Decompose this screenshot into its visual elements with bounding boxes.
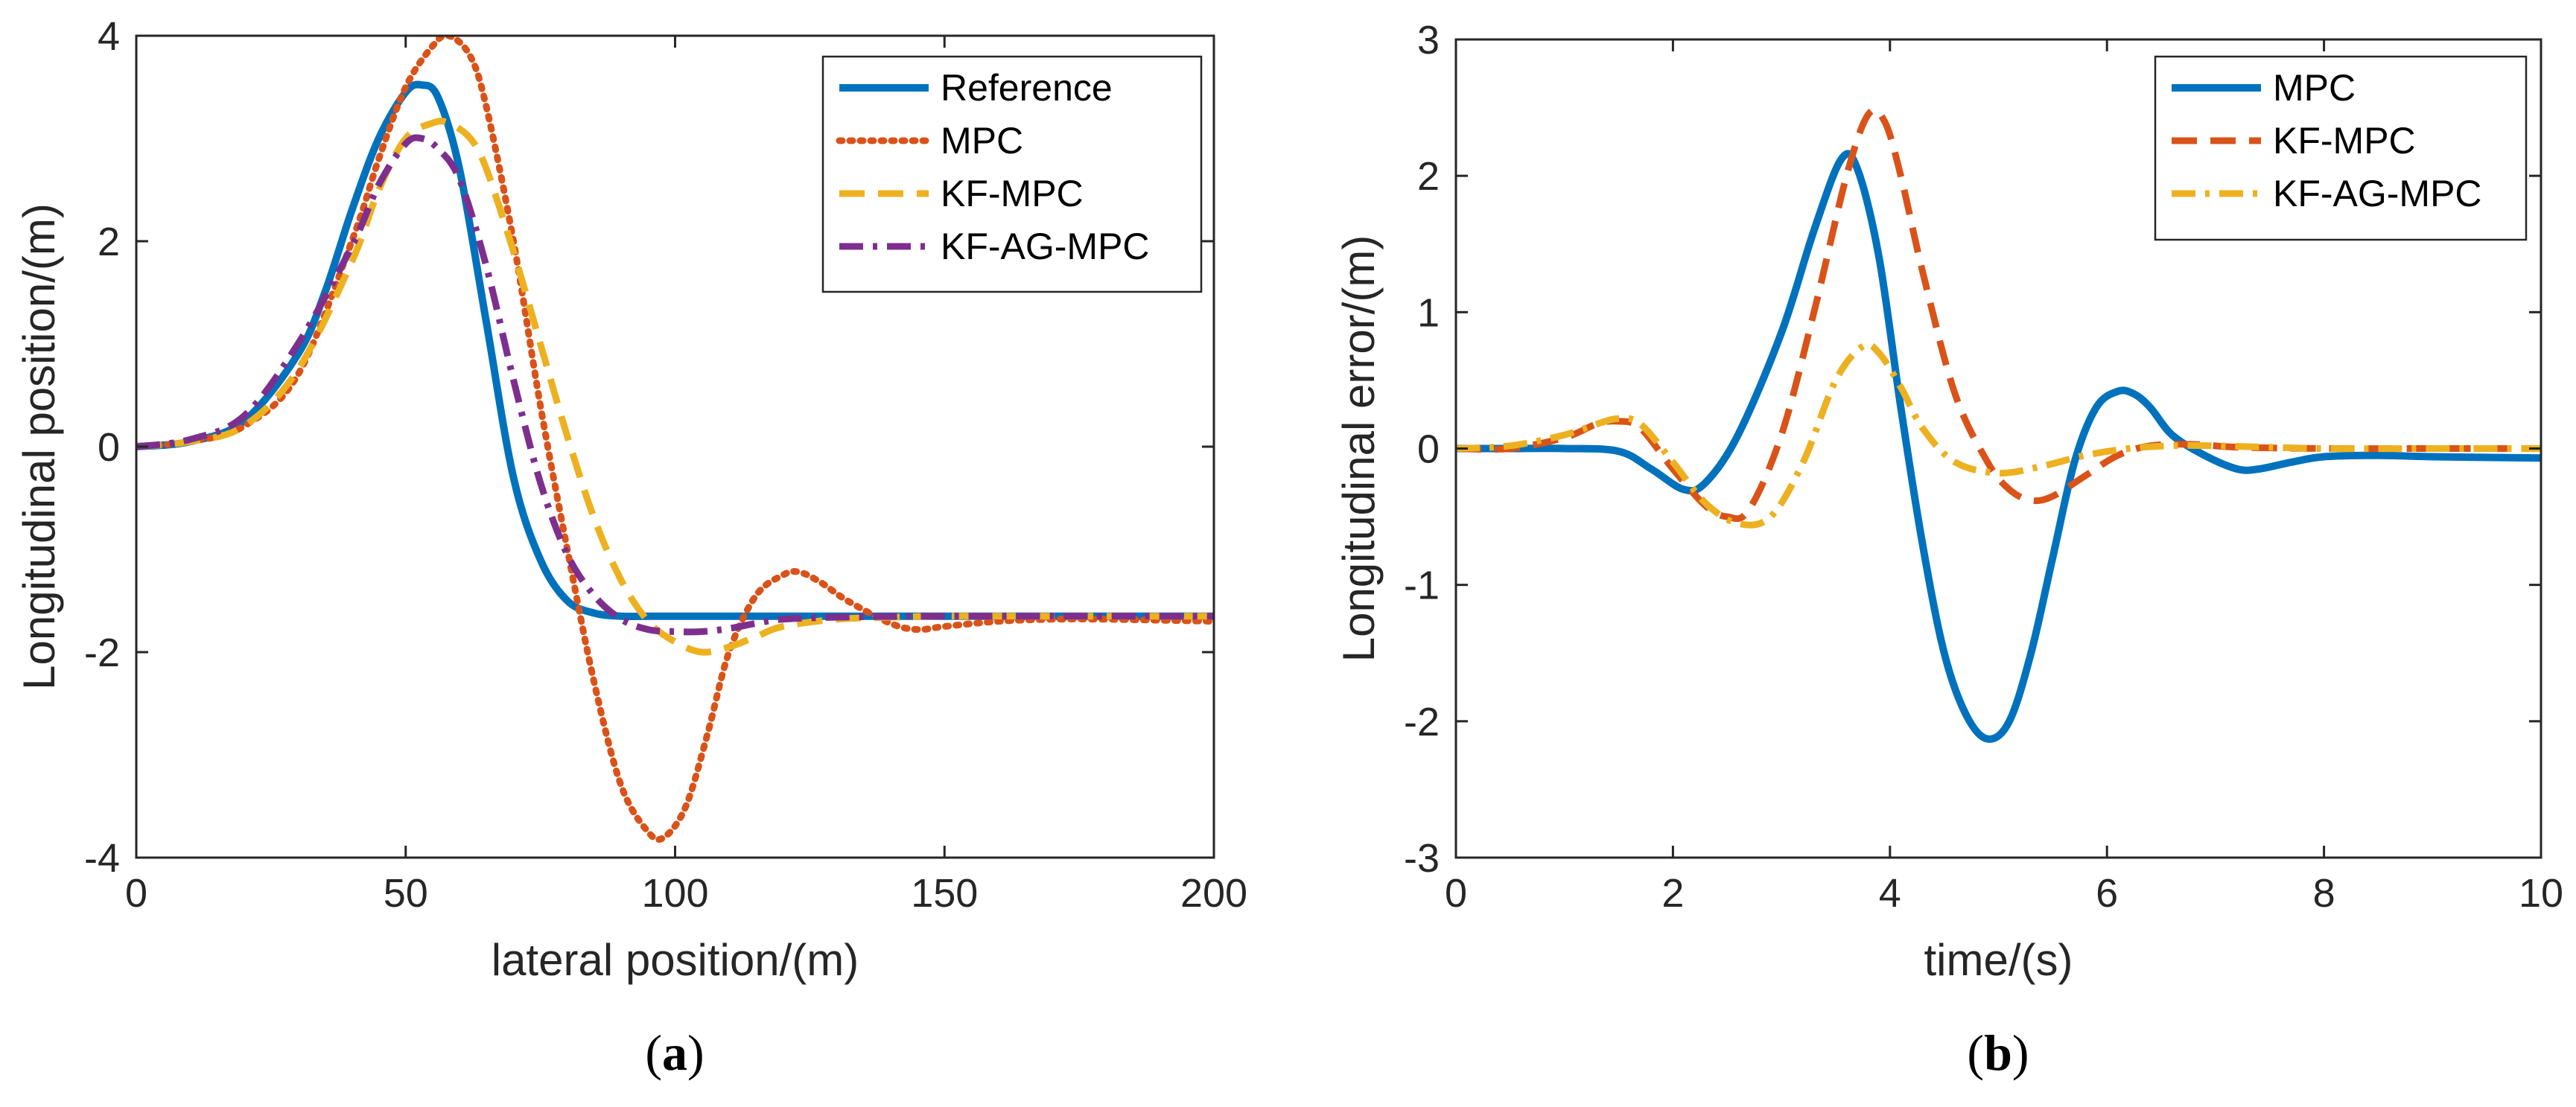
panel-label-close-paren: ): [687, 1024, 705, 1081]
panel-label-open-paren: (: [1967, 1024, 1984, 1081]
chart-panel-b: 0 2 4 6 8 10 -3 -2 -1 0 1 2 3 time/(s) Longitudinal er…: [1334, 18, 2563, 1081]
x-axis-label: time/(s): [1924, 935, 2073, 985]
legend-entry-label: MPC: [2273, 67, 2356, 109]
x-tick-label: 10: [2519, 871, 2563, 916]
panel-label-close-paren: ): [2012, 1024, 2029, 1081]
y-axis-label: Longitudinal error/(m): [1334, 235, 1384, 663]
legend-entry-label: KF-MPC: [941, 173, 1084, 214]
y-tick-label: 0: [1417, 427, 1440, 472]
panel-label: (a): [645, 1024, 704, 1081]
x-tick-label: 2: [1661, 871, 1684, 916]
series-line-kf-mpc: [1456, 106, 2541, 523]
x-tick-label: 150: [911, 871, 978, 916]
x-tick-label: 6: [2096, 871, 2118, 916]
series-line-kf-ag-mpc: [136, 134, 1214, 636]
y-tick-label: 1: [1417, 290, 1440, 335]
x-tick-label: 0: [125, 871, 147, 916]
y-tick-label: 0: [98, 425, 120, 470]
x-tick-label: 200: [1180, 871, 1247, 916]
y-tick-label: 2: [98, 220, 120, 264]
y-tick-label: 4: [98, 14, 120, 59]
series-group: [136, 36, 1214, 843]
y-tick-label: -4: [84, 836, 120, 881]
legend-entry-label: KF-MPC: [2273, 120, 2416, 162]
series-line-kf-ag-mpc: [1456, 341, 2541, 529]
y-axis-label: Longitudinal position/(m): [14, 203, 64, 690]
legend: MPC KF-MPC KF-AG-MPC: [2154, 55, 2528, 241]
legend-entry-label: KF-AG-MPC: [2273, 173, 2482, 214]
x-tick-label: 100: [641, 871, 708, 916]
series-line-mpc: [136, 36, 1214, 843]
panel-label: (b): [1967, 1024, 2029, 1081]
y-tick-label: -3: [1404, 836, 1440, 881]
y-tick-label: -2: [84, 631, 120, 675]
legend: Reference MPC KF-MPC KF-AG-MPC: [821, 55, 1203, 293]
series-line-mpc: [1456, 150, 2541, 743]
y-tick-label: 3: [1417, 18, 1440, 63]
legend-entry-label: Reference: [941, 67, 1113, 109]
panel-label-open-paren: (: [645, 1024, 662, 1081]
panel-label-letter: a: [662, 1024, 687, 1081]
chart-panel-a: 0 50 100 150 200 -4 -2 0 2 4 lateral position/(m) L…: [14, 14, 1247, 1081]
panel-label-letter: b: [1984, 1024, 2012, 1081]
y-tick-label: 2: [1417, 154, 1440, 199]
x-tick-label: 8: [2313, 871, 2335, 916]
x-tick-label: 4: [1879, 871, 1901, 916]
series-group: [1456, 106, 2541, 743]
x-tick-label: 0: [1445, 871, 1467, 916]
legend-entry-label: KF-AG-MPC: [941, 226, 1150, 267]
legend-box: [821, 55, 1203, 293]
x-axis-label: lateral position/(m): [492, 935, 859, 985]
y-tick-label: -1: [1404, 564, 1440, 608]
x-tick-label: 50: [384, 871, 428, 916]
legend-entry-label: MPC: [941, 120, 1023, 162]
y-tick-label: -2: [1404, 700, 1440, 744]
